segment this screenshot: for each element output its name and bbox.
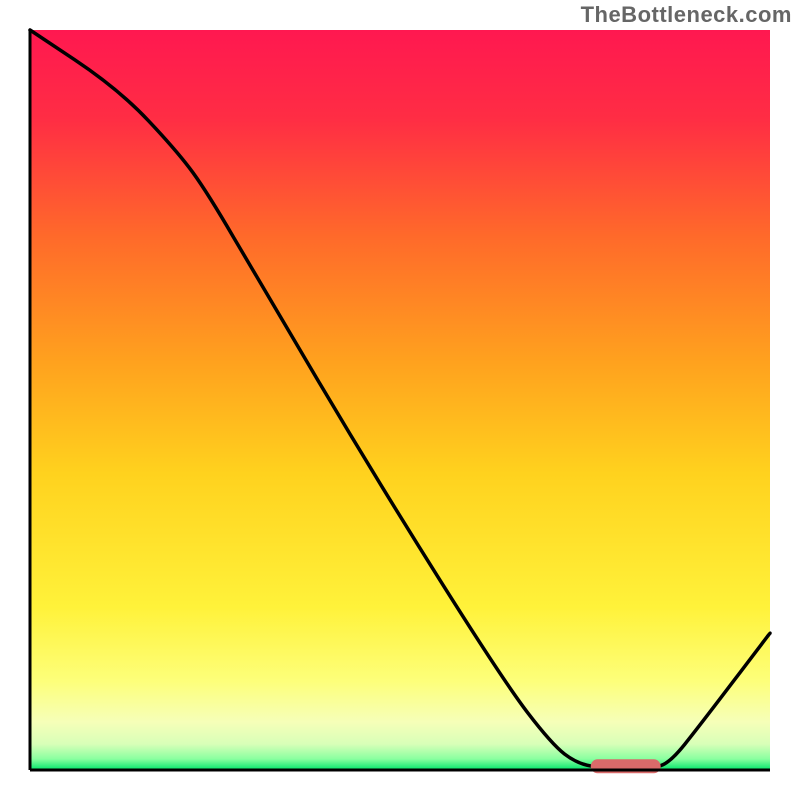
bottleneck-chart xyxy=(0,0,800,800)
plot-background xyxy=(30,30,770,770)
chart-container: TheBottleneck.com xyxy=(0,0,800,800)
watermark-text: TheBottleneck.com xyxy=(581,2,792,28)
